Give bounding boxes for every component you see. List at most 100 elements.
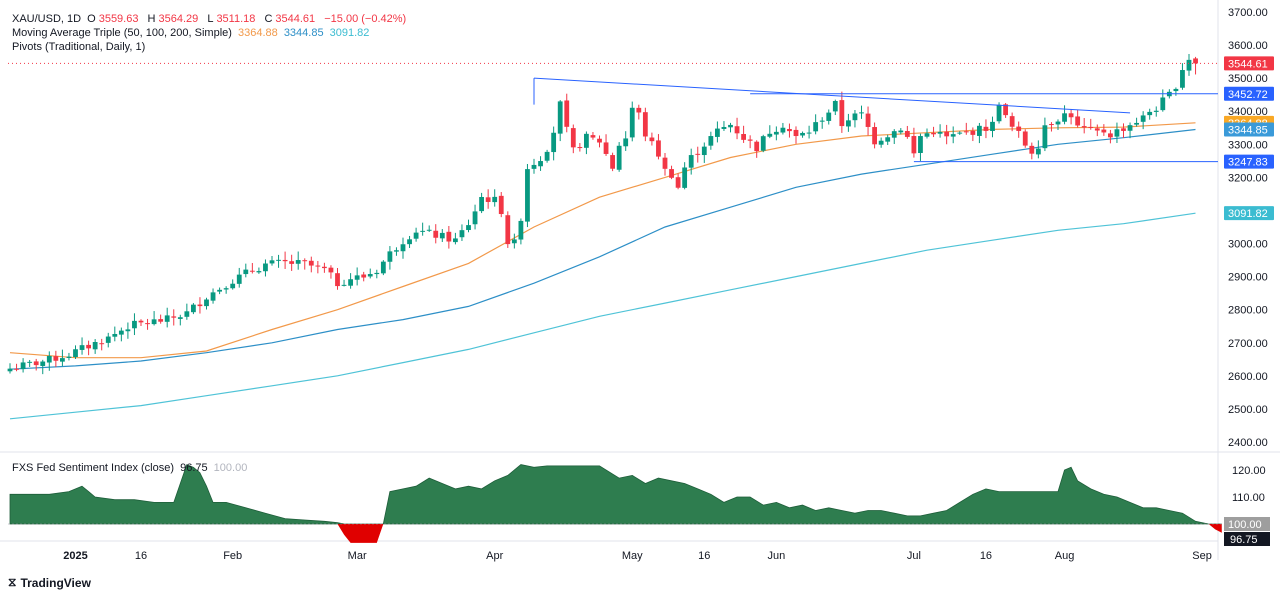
candle-body <box>132 320 137 329</box>
candle-body <box>819 120 825 122</box>
candle-body <box>1075 116 1081 126</box>
sentiment-value: 96.75 <box>180 462 208 474</box>
candle-body <box>276 259 281 261</box>
candle-body <box>99 343 105 345</box>
candle-body <box>79 345 85 350</box>
candle-body <box>859 112 864 114</box>
candle-body <box>544 151 550 161</box>
candle-body <box>852 113 858 121</box>
candle-body <box>806 132 812 134</box>
candle-body <box>1180 70 1185 88</box>
price-tick-label: 2600.00 <box>1228 371 1268 383</box>
time-tick-label: Apr <box>486 550 503 562</box>
time-tick-label: Jul <box>907 550 921 562</box>
candle-body <box>322 266 327 269</box>
price-tick-label: 2500.00 <box>1228 404 1268 416</box>
open-value: 3559.63 <box>98 13 139 25</box>
candle-body <box>996 104 1002 122</box>
candle-body <box>433 230 439 238</box>
candle-body <box>675 177 681 188</box>
candle-body <box>623 138 629 147</box>
candle-body <box>1042 125 1048 149</box>
candle-body <box>7 368 13 372</box>
candle-body <box>184 311 190 317</box>
candle-body <box>610 155 615 169</box>
time-tick-label: May <box>622 550 643 562</box>
sentiment-ref-tag <box>1224 517 1270 531</box>
candle-body <box>662 157 668 169</box>
candle-body <box>898 130 904 133</box>
candle-body <box>1088 126 1094 128</box>
candle-body <box>603 142 609 154</box>
candle-body <box>1029 145 1035 154</box>
candle-body <box>341 284 347 286</box>
candle-body <box>636 107 642 113</box>
candle-body <box>597 138 602 143</box>
candle-body <box>453 238 458 243</box>
candle-body <box>1062 113 1067 122</box>
tradingview-watermark[interactable]: ⧖ TradingView <box>8 575 91 590</box>
sentiment-tick-label: 110.00 <box>1232 492 1265 504</box>
candle-body <box>924 133 930 137</box>
candle-body <box>302 260 308 262</box>
candle-body <box>105 336 111 343</box>
candle-body <box>1101 129 1107 133</box>
candle-body <box>1147 111 1153 116</box>
time-tick-label: Jun <box>767 550 785 562</box>
candle-body <box>878 140 884 145</box>
price-label-tag <box>1224 86 1274 101</box>
candle-body <box>92 342 98 350</box>
sentiment-value-tag <box>1224 532 1270 546</box>
close-label: C 3544.61 <box>264 13 316 25</box>
sentiment-area-positive <box>9 464 1222 525</box>
candle-body <box>14 368 19 370</box>
candle-body <box>374 272 380 275</box>
candle-body <box>217 289 222 292</box>
candle-body <box>891 131 897 138</box>
candle-body <box>590 135 596 138</box>
price-label-text: 3344.85 <box>1228 124 1268 136</box>
candle-body <box>793 129 799 137</box>
ma50-value: 3364.88 <box>237 27 278 39</box>
candle-body <box>380 261 386 274</box>
candle-body <box>1127 125 1133 131</box>
candle-body <box>394 250 399 252</box>
candle-body <box>53 356 59 361</box>
candle-body <box>754 141 760 152</box>
candle-body <box>243 269 249 275</box>
candle-body <box>479 196 484 212</box>
candle-body <box>511 239 517 244</box>
candle-body <box>289 261 295 264</box>
candle-body <box>839 100 845 127</box>
candle-body <box>27 361 33 363</box>
time-tick-label: Aug <box>1055 550 1075 562</box>
price-label-text: 3452.72 <box>1228 89 1268 101</box>
high-value: 3564.29 <box>158 13 199 25</box>
price-label-tag <box>1224 56 1274 71</box>
candle-body <box>1035 148 1041 155</box>
price-label-tag <box>1224 122 1274 137</box>
ma200-line <box>9 212 1196 420</box>
price-tick-label: 2700.00 <box>1228 338 1268 350</box>
ma100-value: 3344.85 <box>283 27 324 39</box>
high-label: H 3564.29 <box>147 13 199 25</box>
candle-body <box>191 304 196 313</box>
candle-body <box>865 113 871 127</box>
candle-body <box>904 131 910 137</box>
candle-body <box>420 230 426 232</box>
candle-body <box>990 121 995 131</box>
candle-body <box>721 126 727 129</box>
candle-body <box>813 122 819 132</box>
price-tick-label: 2900.00 <box>1228 272 1268 284</box>
candle-body <box>715 128 720 137</box>
close-value: 3544.61 <box>275 13 316 25</box>
candle-body <box>335 273 340 287</box>
price-tick-label: 3000.00 <box>1228 239 1268 251</box>
price-tick-label: 3200.00 <box>1228 172 1268 184</box>
candle-body <box>354 275 360 280</box>
candle-body <box>145 323 150 325</box>
sentiment-ref: 100.00 <box>213 462 248 474</box>
sentiment-tick-label: 120.00 <box>1232 465 1266 477</box>
candle-body <box>1134 122 1139 125</box>
